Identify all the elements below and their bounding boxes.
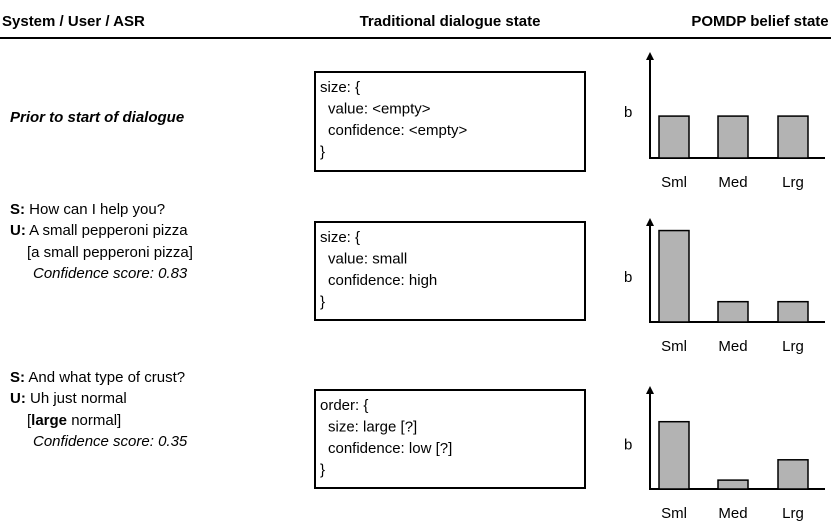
axis-label: b: [624, 269, 632, 286]
bar: [658, 420, 690, 490]
state-line: confidence: <empty>: [328, 122, 467, 139]
x-tick-label: Lrg: [782, 505, 804, 522]
bar: [777, 459, 809, 490]
user-line: U: Uh just normal: [10, 390, 127, 407]
state-line: size: {: [320, 79, 360, 96]
utterance: Uh just normal: [30, 390, 127, 407]
bar: [717, 479, 749, 490]
system-line: S: How can I help you?: [10, 201, 165, 218]
axis-arrow: [646, 52, 654, 60]
x-tick-label: Med: [718, 174, 747, 191]
state-line: size: {: [320, 229, 360, 246]
state-line: }: [320, 461, 325, 478]
confidence: Confidence score: 0.35: [33, 433, 188, 450]
axis-label: b: [624, 104, 632, 121]
x-tick-label: Sml: [661, 505, 687, 522]
bar: [777, 300, 809, 323]
axis-arrow: [646, 386, 654, 394]
x-tick-label: Lrg: [782, 174, 804, 191]
header-col3: POMDP belief state: [691, 13, 828, 30]
state-line: confidence: high: [328, 272, 437, 289]
state-line: }: [320, 293, 325, 310]
row-label: Prior to start of dialogue: [10, 109, 184, 126]
state-box: [314, 221, 586, 321]
system-line: S: And what type of crust?: [10, 369, 185, 386]
bar: [658, 229, 690, 323]
x-tick-label: Lrg: [782, 338, 804, 355]
bar: [717, 300, 749, 323]
header-col1: System / User / ASR: [2, 13, 145, 30]
header-col2: Traditional dialogue state: [360, 13, 541, 30]
user-line: U: A small pepperoni pizza: [10, 222, 188, 239]
state-line: }: [320, 143, 325, 160]
asr-line: [a small pepperoni pizza]: [27, 244, 193, 261]
state-box: [314, 71, 586, 172]
axis-arrow: [646, 218, 654, 226]
asr-part: [a small pepperoni pizza]: [27, 244, 193, 261]
utterance: And what type of crust?: [28, 369, 185, 386]
state-line: size: large [?]: [328, 418, 417, 435]
asr-part: large: [31, 412, 67, 429]
asr-part: [: [27, 412, 32, 429]
speaker: U:: [10, 222, 26, 239]
axis-label: b: [624, 436, 632, 453]
x-tick-label: Med: [718, 338, 747, 355]
confidence: Confidence score: 0.83: [33, 265, 188, 282]
state-line: value: small: [328, 250, 407, 267]
state-line: confidence: low [?]: [328, 440, 452, 457]
speaker: U:: [10, 390, 26, 407]
state-line: order: {: [320, 397, 368, 414]
state-box: [314, 389, 586, 489]
bar: [717, 115, 749, 159]
x-tick-label: Sml: [661, 174, 687, 191]
speaker: S:: [10, 369, 25, 386]
x-tick-label: Sml: [661, 338, 687, 355]
asr-line: [large normal]: [27, 412, 121, 429]
utterance: How can I help you?: [29, 201, 165, 218]
asr-part: normal]: [67, 412, 121, 429]
bar: [658, 115, 690, 159]
utterance: A small pepperoni pizza: [29, 222, 188, 239]
bar: [777, 115, 809, 159]
x-tick-label: Med: [718, 505, 747, 522]
state-line: value: <empty>: [328, 100, 431, 117]
speaker: S:: [10, 201, 25, 218]
